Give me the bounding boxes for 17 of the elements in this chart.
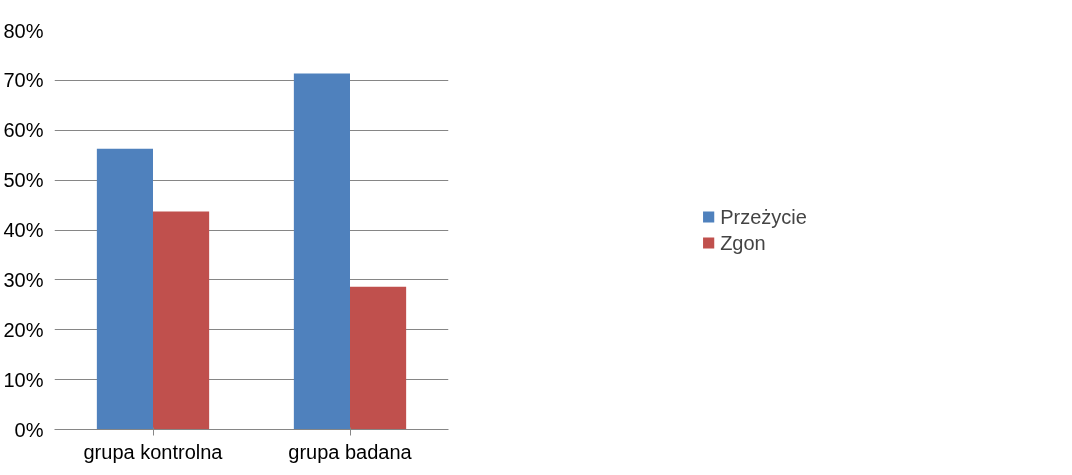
legend-label: Zgon	[720, 231, 766, 254]
bar	[293, 73, 350, 430]
y-tick-label: 60%	[3, 119, 44, 142]
bar	[153, 211, 210, 430]
y-tick-label: 80%	[3, 19, 44, 42]
y-tick-label: 70%	[3, 69, 44, 92]
x-tick-label: grupa badana	[288, 440, 413, 463]
bar	[350, 286, 407, 430]
x-tick-label: grupa kontrolna	[83, 440, 224, 463]
y-tick-label: 10%	[3, 368, 44, 391]
y-tick-label: 50%	[3, 169, 44, 192]
y-tick-label: 40%	[3, 219, 44, 241]
legend-label: Przeżycie	[720, 205, 807, 228]
y-tick-label: 0%	[14, 418, 44, 441]
y-tick-label: 20%	[3, 318, 44, 341]
bar	[96, 148, 153, 430]
y-tick-label: 30%	[3, 268, 44, 291]
